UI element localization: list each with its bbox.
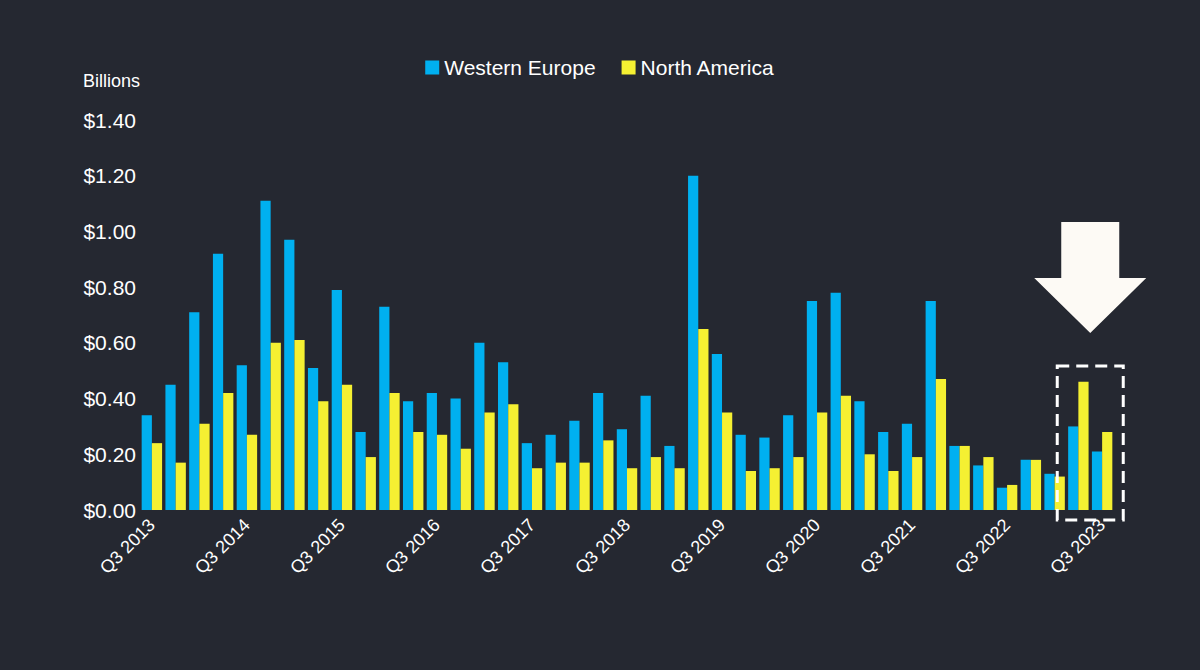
svg-text:Q3 2022: Q3 2022 xyxy=(951,515,1014,578)
svg-text:Q3 2020: Q3 2020 xyxy=(761,515,824,578)
svg-text:$1.40: $1.40 xyxy=(83,109,136,132)
svg-text:Q3 2018: Q3 2018 xyxy=(571,515,634,578)
svg-text:Q3 2016: Q3 2016 xyxy=(381,515,444,578)
svg-text:$1.00: $1.00 xyxy=(83,220,136,243)
svg-text:Billions: Billions xyxy=(83,71,140,91)
svg-text:$1.20: $1.20 xyxy=(83,164,136,187)
svg-text:$0.40: $0.40 xyxy=(83,387,136,410)
svg-text:$0.60: $0.60 xyxy=(83,331,136,354)
svg-text:$0.80: $0.80 xyxy=(83,276,136,299)
svg-text:Q3 2017: Q3 2017 xyxy=(476,515,539,578)
svg-text:Western Europe: Western Europe xyxy=(444,56,595,79)
svg-text:$0.20: $0.20 xyxy=(83,443,136,466)
svg-text:$0.00: $0.00 xyxy=(83,499,136,522)
svg-text:North America: North America xyxy=(641,56,774,79)
svg-text:Q3 2019: Q3 2019 xyxy=(666,515,729,578)
svg-text:Q3 2013: Q3 2013 xyxy=(96,515,159,578)
svg-text:Q3 2023: Q3 2023 xyxy=(1046,515,1109,578)
svg-text:Q3 2014: Q3 2014 xyxy=(191,515,254,578)
svg-text:Q3 2021: Q3 2021 xyxy=(856,515,919,578)
svg-text:Q3 2015: Q3 2015 xyxy=(286,515,349,578)
